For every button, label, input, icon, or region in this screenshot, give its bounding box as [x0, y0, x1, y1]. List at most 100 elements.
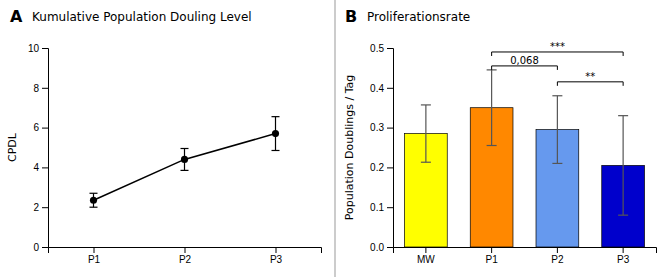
y-axis-line [42, 49, 49, 248]
y-axis-title: CPDL [6, 132, 19, 162]
y-axis-tick-label: 2 [33, 202, 39, 213]
x-axis-tick: P2 [179, 247, 192, 265]
panel-label: B [345, 7, 357, 26]
x-axis-tick-mark [491, 247, 492, 253]
error-bar [618, 116, 628, 216]
error-bar-cap [272, 150, 280, 151]
x-axis-tick: P2 [551, 247, 564, 265]
y-axis-tick-label: 8 [33, 83, 39, 94]
chart-title: Kumulative Population Douling Level [32, 10, 252, 24]
error-bar-cap [421, 162, 431, 163]
y-axis-tick-label: 0.5 [370, 43, 384, 54]
error-bar-cap [552, 95, 562, 96]
y-axis-tick-mark [387, 128, 393, 129]
significance-bracket [492, 66, 558, 70]
x-axis: MW P1 P2 P3 [394, 247, 657, 265]
y-axis-tick-label: 0 [33, 242, 39, 253]
plot-area [90, 117, 280, 208]
error-bar-cap [618, 115, 628, 116]
y-axis-tick: 10 [28, 43, 48, 54]
y-axis-tick-mark [387, 207, 393, 208]
y-axis-tick-label: 0.2 [370, 162, 384, 173]
y-axis: 0 2 4 6 8 10 [28, 43, 49, 253]
y-axis-tick-mark [387, 48, 393, 49]
y-axis-tick-mark [42, 88, 48, 89]
x-axis-tick-mark [425, 247, 426, 253]
error-bar-cap [181, 148, 189, 149]
line [94, 134, 276, 201]
plot-area [405, 70, 645, 247]
y-axis-tick: 0.4 [370, 83, 393, 94]
y-axis-tick-mark [387, 247, 393, 248]
significance-bracket [492, 52, 624, 56]
y-axis-tick-label: 6 [33, 122, 39, 133]
x-axis-tick-label: P1 [88, 254, 101, 265]
error-bar-cap [618, 215, 628, 216]
x-axis-tick: P1 [486, 247, 499, 265]
x-axis-tick-label: MW [417, 254, 435, 265]
x-axis-tick-mark [557, 247, 558, 253]
error-bar-stem [425, 105, 426, 162]
error-bar [90, 193, 98, 207]
panel-divider [335, 0, 336, 277]
figure: 0 2 4 6 8 10 CPDL P1 P2 P3 A Kumulative Population … [0, 0, 670, 277]
x-axis-line [394, 248, 657, 254]
y-axis-tick-label: 4 [33, 162, 39, 173]
chart-title: Proliferationsrate [367, 10, 470, 24]
x-axis-tick-label: P1 [486, 254, 499, 265]
significance-bracket [557, 82, 623, 86]
y-axis-tick: 4 [33, 162, 48, 173]
y-axis-tick: 0.3 [370, 122, 393, 133]
y-axis-tick-label: 0.1 [370, 202, 384, 213]
y-axis-tick-mark [42, 48, 48, 49]
y-axis-tick: 8 [33, 83, 48, 94]
significance-label: *** [550, 41, 565, 52]
x-axis-tick-label: P2 [551, 254, 564, 265]
x-axis-tick-mark [276, 247, 277, 253]
annotations: 0,068***** [492, 41, 624, 86]
panel: 0 2 4 6 8 10 CPDL P1 P2 P3 [6, 43, 322, 265]
y-axis-tick-mark [42, 247, 48, 248]
error-bar-stem [491, 70, 492, 146]
x-axis-tick-label: P3 [270, 254, 283, 265]
y-axis-tick: 6 [33, 122, 48, 133]
point [90, 197, 97, 204]
error-bar-cap [487, 145, 497, 146]
y-axis: 0.0 0.1 0.2 0.3 0.4 0.5 [370, 43, 393, 253]
error-bar-stem [623, 116, 624, 216]
point [272, 130, 279, 137]
error-bar-cap [272, 116, 280, 117]
y-axis-tick: 0.5 [370, 43, 393, 54]
y-axis-tick-mark [42, 128, 48, 129]
error-bar-cap [552, 163, 562, 164]
error-bar-cap [90, 207, 98, 208]
y-axis-tick-label: 0.4 [370, 83, 384, 94]
error-bar [272, 117, 280, 151]
error-bar [421, 105, 431, 162]
error-bar-cap [181, 170, 189, 171]
x-axis-tick: P3 [617, 247, 630, 265]
y-axis-line [387, 49, 394, 248]
error-bar [487, 70, 497, 146]
x-axis-tick-label: P3 [617, 254, 630, 265]
y-axis-tick-mark [387, 167, 393, 168]
y-axis-tick: 0.1 [370, 202, 393, 213]
y-axis-tick-mark [387, 88, 393, 89]
y-axis-title: Population Doublings / Tag [343, 75, 356, 221]
x-axis: P1 P2 P3 [49, 247, 322, 265]
panel: 0.0 0.1 0.2 0.3 0.4 0.5 Population Doublings /… [343, 41, 657, 265]
error-bar-stem [557, 96, 558, 164]
x-axis-tick: P1 [88, 247, 101, 265]
y-axis-tick-label: 0.0 [370, 242, 384, 253]
error-bar-cap [421, 104, 431, 105]
x-axis-tick-mark [94, 247, 95, 253]
x-axis-tick: MW [417, 247, 435, 265]
panel-label: A [10, 7, 23, 26]
significance-label: ** [585, 71, 595, 82]
y-axis-tick: 0.2 [370, 162, 393, 173]
error-bar [552, 96, 562, 164]
y-axis-tick-label: 10 [28, 43, 40, 54]
x-axis-tick-mark [185, 247, 186, 253]
y-axis-tick-label: 0.3 [370, 122, 384, 133]
x-axis-tick: P3 [270, 247, 283, 265]
